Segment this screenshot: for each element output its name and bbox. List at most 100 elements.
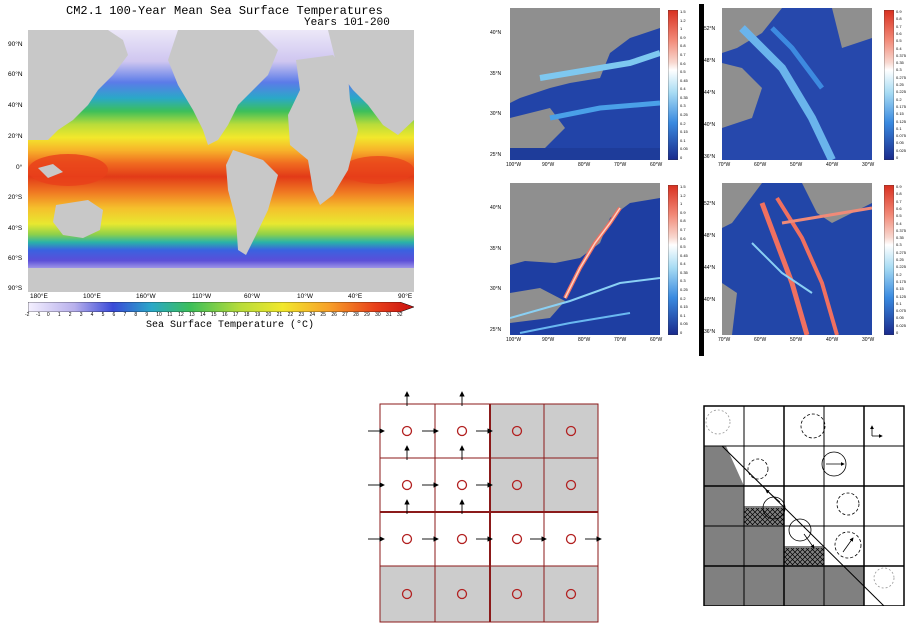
gulf-colorbar-tick: 0.6 — [680, 60, 686, 66]
gulf-colorbar-tick: 0.05 — [680, 146, 688, 152]
sst-colorbar-tick: 18 — [243, 312, 250, 318]
antarctica — [28, 268, 414, 292]
sst-colorbar-tick: 12 — [178, 312, 184, 318]
gulf-right-lat-tick: 40°N — [704, 122, 716, 128]
eurasia-east — [328, 30, 414, 135]
gulf-left-lon-tick: 60°W — [650, 162, 663, 168]
gulf-right-lon-tick: 40°W — [826, 337, 839, 343]
gulf-colorbar-tick: 0.05 — [896, 315, 904, 321]
sst-colorbar-ticks: -2 -1 0 1 2 3 4 5 6 7 8 9 10 11 12 13 14 15 16 17 18 19 20 21 22… — [25, 312, 403, 320]
gulf-colorbar-tick: 0.05 — [680, 321, 688, 327]
gulf-colorbar-tick: 0.15 — [896, 111, 904, 117]
panel-coarse-left — [510, 8, 660, 160]
gulf-colorbar-tick: 0.7 — [680, 226, 686, 232]
gulf-colorbar-tick: 0.1 — [896, 125, 902, 131]
sst-colorbar-tick: -1 — [35, 312, 41, 318]
gulf-right-lat-tick: 52°N — [704, 201, 716, 207]
gulf-colorbar-tick: 0 — [896, 330, 899, 335]
asia — [28, 30, 128, 140]
gulf-left-lon-tick: 70°W — [614, 162, 627, 168]
gulf-colorbar-tick: 0.2 — [896, 96, 902, 102]
gulf-colorbar-tick: 0.25 — [896, 82, 904, 87]
sst-lon-tick: 40°E — [348, 293, 363, 300]
tracer-points — [401, 425, 577, 600]
sst-lat-tick: 40°S — [8, 225, 23, 232]
gulf-colorbar-tick: 0.6 — [896, 205, 902, 211]
gulf-right-lat-tick: 48°N — [704, 233, 716, 239]
gulf-colorbar-tick: 0.175 — [896, 278, 907, 284]
gulf-colorbar-tick: 0.1 — [680, 137, 686, 143]
gulf-colorbar-tick: 0 — [680, 330, 683, 335]
gulf-left-lon-tick: 60°W — [650, 337, 663, 343]
gulf-colorbar-tick: 0.05 — [896, 140, 904, 146]
gulf-right-lon-tick: 60°W — [754, 337, 767, 343]
gulf-left-lat-tick: 25°N — [490, 152, 502, 158]
gulf-left-lat-tick: 30°N — [490, 111, 502, 118]
gulf-colorbar-tick: 0.125 — [896, 293, 907, 299]
sst-colorbar-tick: 20 — [265, 312, 272, 318]
gulf-right-lon-tick: 40°W — [826, 162, 839, 168]
gulf-colorbar-tick: 0.8 — [680, 43, 686, 49]
gulf-colorbar-tick: 0.5 — [680, 244, 686, 250]
gulf-colorbar-tick: 0.15 — [680, 304, 688, 310]
sst-map-subtitle: Years 101-200 — [304, 17, 390, 29]
gulf-colorbar-tick: 0.275 — [896, 74, 907, 80]
gulf-colorbar-tick: 0.375 — [896, 227, 907, 233]
gulf-colorbar-tick: 1.2 — [680, 17, 686, 23]
gulf-colorbar-tick: 0.025 — [896, 147, 907, 153]
grid-diagram — [368, 391, 602, 623]
velocity-arrows — [368, 391, 602, 542]
sst-colorbar-tick: 30 — [375, 312, 381, 318]
south-america — [226, 150, 278, 255]
gulf-right-lon-tick: 30°W — [862, 337, 875, 343]
panel-fine-right — [722, 183, 872, 335]
gulf-colorbar-tick: 0.35 — [896, 235, 904, 241]
gulf-colorbar-tick: 0.4 — [680, 86, 686, 92]
gulf-colorbar-tick: 0.45 — [680, 77, 688, 83]
warm-pool-indian — [342, 156, 414, 184]
gulf-colorbar-tick: 0.7 — [896, 198, 902, 204]
gulf-right-lon-tick: 60°W — [754, 162, 767, 168]
gulf-colorbar-b-top — [884, 10, 894, 160]
indonesia — [38, 164, 63, 178]
gulf-colorbar-tick: 0.075 — [896, 308, 907, 314]
gulf-left-lon-tick: 90°W — [542, 162, 555, 168]
continents — [28, 30, 414, 292]
gulf-colorbar-tick: 1 — [680, 26, 683, 32]
gulf-colorbar-tick: 0.4 — [896, 45, 902, 51]
gulf-colorbar-tick: 0.4 — [896, 220, 902, 226]
gulf-left-lon-tick: 80°W — [578, 162, 591, 168]
panel-divider — [699, 4, 704, 356]
sst-colorbar-tick: 6 — [112, 312, 116, 318]
gulf-right-lon-tick: 50°W — [790, 162, 803, 168]
north-america — [168, 30, 278, 145]
gulf-colorbar-tick: 0.15 — [896, 286, 904, 292]
sst-colorbar-tick: 4 — [90, 312, 94, 318]
sst-lat-tick: 90°N — [8, 41, 23, 48]
gulf-colorbar-tick: 0.7 — [680, 51, 686, 57]
gulf-right-lat-tick: 52°N — [704, 26, 716, 32]
gulf-colorbar-tick: 0.175 — [896, 103, 907, 109]
sst-colorbar-tick: 21 — [276, 312, 283, 318]
gulf-colorbar-tick: 1 — [680, 201, 683, 207]
gulf-left-lat-tick: 40°N — [490, 30, 502, 36]
gulf-colorbar-tick: 0.3 — [896, 242, 902, 248]
gulf-colorbar-tick: 0.35 — [680, 269, 688, 275]
gulf-right-lat-tick: 44°N — [704, 90, 716, 96]
sst-colorbar-tick: 27 — [342, 312, 348, 318]
gulf-right-lon-tick: 70°W — [718, 337, 731, 343]
sst-lon-tick: 110°W — [192, 293, 212, 300]
gulf-colorbar-tick: 1.2 — [680, 192, 686, 198]
gulf-right-lat-tick: 44°N — [704, 265, 716, 271]
sst-lon-tick: 180°E — [30, 293, 48, 300]
sst-lon-tick: 90°E — [398, 293, 413, 300]
gulf-left-lat-tick: 30°N — [490, 286, 502, 293]
gulf-colorbar-tick: 0.225 — [896, 264, 907, 270]
gulf-colorbar-tick: 0.6 — [896, 30, 902, 36]
sst-colorbar-tick: 8 — [134, 312, 138, 318]
sst-colorbar-tick: 11 — [167, 312, 173, 318]
sst-map-title: CM2.1 100-Year Mean Sea Surface Temperat… — [66, 4, 383, 18]
gulf-colorbar-a-bottom — [668, 185, 678, 335]
gulf-colorbar-tick: 0.45 — [680, 252, 688, 258]
gulf-colorbar-tick: 0.3 — [680, 103, 686, 109]
